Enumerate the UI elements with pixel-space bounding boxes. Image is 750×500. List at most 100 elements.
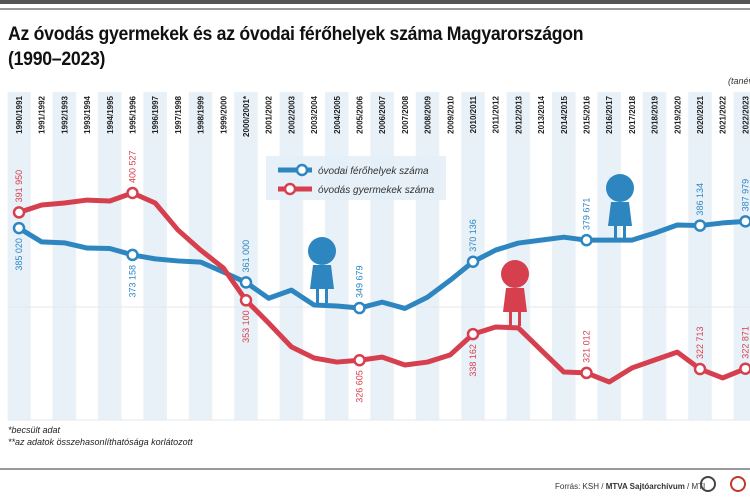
x-tick-label: 2021/2022 — [719, 95, 728, 133]
data-point-marker — [126, 186, 139, 200]
series-line-places — [16, 218, 748, 311]
data-label: 385 020 — [14, 238, 24, 271]
child-head — [606, 174, 634, 202]
source-archive: MTVA Sajtóarchívum — [605, 482, 685, 491]
x-tick-label: 1996/1997 — [151, 95, 160, 133]
column-band — [234, 92, 258, 420]
data-point-marker — [739, 362, 750, 375]
x-tick-label: 2020/2021 — [696, 95, 705, 133]
x-tick-label: 1995/1996 — [129, 95, 138, 133]
data-label: 322 871 — [740, 326, 750, 359]
x-tick-label: 2006/2007 — [378, 95, 387, 133]
data-label: 361 000 — [241, 240, 251, 273]
data-point-marker — [239, 276, 253, 289]
child-leg — [325, 289, 328, 303]
legend-label-places: óvodai férőhelyek száma — [318, 166, 429, 177]
x-tick-label: 1999/2000 — [219, 95, 228, 133]
data-label: 387 979 — [740, 179, 750, 212]
footnote-estimate: *becsült adat — [8, 425, 61, 435]
column-band — [597, 92, 621, 420]
data-label: 400 527 — [128, 150, 138, 183]
column-band — [370, 92, 394, 420]
x-tick-label: 1990/1991 — [15, 95, 24, 133]
data-label: 321 012 — [582, 330, 592, 363]
child-leg — [509, 312, 512, 326]
x-tick-label: 2003/2004 — [310, 95, 319, 133]
data-point-marker — [580, 233, 593, 247]
child-head — [501, 260, 529, 288]
x-tick-label: 2001/2002 — [265, 95, 274, 133]
mtva-logo — [700, 476, 716, 492]
source-prefix: Forrás: KSH / — [555, 482, 606, 491]
top-border-thin — [0, 8, 750, 10]
data-label: 326 605 — [355, 370, 365, 403]
footer-divider — [0, 468, 750, 470]
data-point-marker — [239, 294, 253, 307]
column-band — [552, 92, 576, 420]
data-label: 386 134 — [695, 183, 705, 216]
footnote-comparability: **az adatok összehasonlíthatósága korlát… — [8, 437, 193, 447]
legend-marker-children — [283, 182, 297, 196]
legend-box — [266, 156, 446, 200]
x-tick-label: 2022/2023 — [741, 95, 750, 133]
data-label: 349 679 — [355, 265, 365, 298]
data-label: 379 671 — [582, 198, 592, 231]
x-tick-label: 1992/1993 — [60, 95, 69, 133]
column-band — [280, 92, 303, 420]
x-tick-label: 1993/1994 — [83, 95, 92, 133]
mti-logo — [730, 476, 746, 492]
child-body — [608, 202, 632, 226]
data-point-marker — [693, 219, 707, 232]
data-point-marker — [466, 327, 480, 341]
x-tick-label: 2012/2013 — [514, 95, 523, 133]
child-leg — [316, 289, 319, 303]
child-silhouette-running-girl-icon — [501, 260, 529, 326]
column-band — [643, 92, 666, 420]
column-band — [507, 92, 530, 420]
data-point-marker — [693, 362, 707, 376]
top-border — [0, 0, 750, 4]
child-leg — [518, 312, 521, 326]
x-tick-label: 2008/2009 — [424, 95, 433, 133]
x-tick-label: 2013/2014 — [537, 95, 546, 133]
x-tick-label: 2002/2003 — [287, 95, 296, 133]
column-band — [734, 92, 750, 420]
column-band — [7, 92, 31, 420]
x-tick-label: 2014/2015 — [560, 95, 569, 133]
x-tick-label: 2019/2020 — [673, 95, 682, 133]
legend-label-children: óvodás gyermekek száma — [318, 185, 435, 196]
source-suffix: / MTI — [684, 482, 706, 491]
x-tick-label: 2017/2018 — [628, 95, 637, 133]
unit-label: (tanév) — [728, 76, 750, 86]
source-text: Forrás: KSH / MTVA Sajtóarchívum / MTI — [555, 482, 705, 491]
column-band — [416, 92, 439, 420]
data-label: 391 950 — [14, 170, 24, 203]
data-label: 353 100 — [241, 310, 251, 343]
x-tick-label: 2011/2012 — [492, 95, 501, 133]
x-tick-label: 1997/1998 — [174, 95, 183, 133]
data-point-marker — [12, 221, 26, 235]
data-label: 322 713 — [695, 327, 705, 360]
x-tick-label: 1994/1995 — [106, 95, 115, 133]
series-line-children — [16, 190, 748, 385]
column-band — [189, 92, 212, 420]
column-band — [688, 92, 712, 420]
x-tick-label: 2018/2019 — [651, 95, 660, 133]
column-band — [143, 92, 167, 420]
child-body — [503, 288, 527, 312]
x-tick-label: 1991/1992 — [38, 95, 47, 133]
x-tick-label: 1998/1999 — [197, 95, 206, 133]
x-tick-label: 2000/2001* — [242, 95, 251, 137]
child-silhouette-girl-icon — [308, 237, 336, 303]
data-point-marker — [739, 215, 750, 228]
x-tick-label: 2015/2016 — [583, 95, 592, 133]
child-leg — [623, 226, 626, 240]
child-leg — [614, 226, 617, 240]
chart-title: Az óvodás gyermekek és az óvodai férőhel… — [8, 24, 584, 70]
data-point-marker — [126, 248, 139, 262]
legend: óvodai férőhelyek száma óvodás gyermekek… — [266, 156, 446, 200]
legend-marker-places — [295, 163, 309, 177]
child-head — [308, 237, 336, 265]
column-band — [98, 92, 122, 420]
data-point-marker — [353, 301, 366, 315]
